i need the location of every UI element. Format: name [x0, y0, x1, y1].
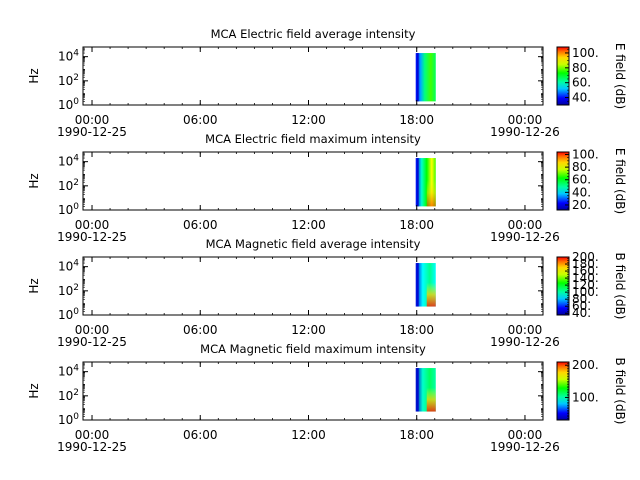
x-tick-label: 06:00: [183, 428, 218, 442]
plot-frame: [82, 46, 544, 106]
y-tick-label: 102: [58, 388, 79, 403]
y-tick-label: 104: [58, 259, 79, 274]
colorbar-tick-label: 60.: [572, 173, 591, 187]
y-axis-label: Hz: [27, 383, 41, 398]
x-tick-label: 00:00: [508, 323, 543, 337]
x-tick-label: 06:00: [183, 218, 218, 232]
x-tick-label: 18:00: [399, 428, 434, 442]
spectrogram-edge: [416, 158, 419, 207]
y-tick-label: 104: [58, 364, 79, 379]
colorbar-tick-label: 140.: [572, 271, 599, 285]
colorbar-frame: [556, 151, 570, 211]
x-tick-date: 1990-12-26: [490, 335, 560, 349]
x-tick-label: 00:00: [75, 323, 110, 337]
x-tick-label: 00:00: [508, 113, 543, 127]
colorbar-tick-label: 100.: [572, 148, 599, 162]
colorbar-tick-label: 100.: [572, 390, 599, 404]
x-tick-label: 12:00: [291, 428, 326, 442]
panel-title: MCA Magnetic field maximum intensity: [200, 342, 426, 356]
y-tick-label: 100: [58, 412, 79, 427]
x-tick-date: 1990-12-25: [57, 335, 127, 349]
plot-frame: [82, 361, 544, 421]
colorbar-label: E field (dB): [613, 43, 627, 109]
colorbar-tick-label: 100.: [572, 285, 599, 299]
panel-1: MCA Electric field average intensity 00:0…: [27, 27, 627, 139]
colorbar: [557, 47, 569, 105]
x-tick-label: 18:00: [399, 113, 434, 127]
x-tick-label: 06:00: [183, 113, 218, 127]
colorbar-tick-label: 80.: [572, 160, 591, 174]
x-tick-date: 1990-12-26: [490, 125, 560, 139]
colorbar-tick-label: 60.: [572, 299, 591, 313]
panel-3: MCA Magnetic field average intensity 00:0…: [27, 237, 627, 349]
spectrogram-hot-region: [426, 387, 436, 412]
spectrogram-hot-region: [426, 179, 436, 207]
colorbar: [557, 362, 569, 420]
colorbar-tick-label: 80.: [572, 292, 591, 306]
colorbar-tick-label: 200.: [572, 250, 599, 264]
x-tick-label: 00:00: [508, 218, 543, 232]
y-axis-label: Hz: [27, 173, 41, 188]
colorbar: [557, 152, 569, 210]
plot-frame: [82, 256, 544, 316]
y-axis-label: Hz: [27, 278, 41, 293]
colorbar-tick-label: 120.: [572, 278, 599, 292]
y-axis-label: Hz: [27, 68, 41, 83]
spectrogram-edge: [416, 368, 419, 412]
spectrogram-edge: [416, 263, 419, 307]
colorbar-frame: [556, 256, 570, 316]
colorbar-tick-label: 40.: [572, 91, 591, 105]
y-tick-label: 104: [58, 154, 79, 169]
colorbar-tick-label: 200.: [572, 358, 599, 372]
x-tick-label: 00:00: [508, 428, 543, 442]
y-tick-label: 104: [58, 49, 79, 64]
panel-title: MCA Electric field maximum intensity: [205, 132, 421, 146]
x-tick-label: 12:00: [291, 113, 326, 127]
panel-title: MCA Electric field average intensity: [211, 27, 416, 41]
x-tick-date: 1990-12-25: [57, 230, 127, 244]
x-tick-label: 12:00: [291, 218, 326, 232]
spectrogram-band: [415, 53, 436, 102]
colorbar-tick-label: 60.: [572, 76, 591, 90]
colorbar-tick-label: 40.: [572, 306, 591, 320]
colorbar-label: B field (dB): [613, 253, 627, 320]
panel-2: MCA Electric field maximum intensity 00:0…: [27, 132, 627, 244]
x-tick-date: 1990-12-26: [490, 230, 560, 244]
colorbar-label: E field (dB): [613, 148, 627, 214]
x-tick-label: 12:00: [291, 323, 326, 337]
x-tick-label: 18:00: [399, 323, 434, 337]
x-tick-label: 00:00: [75, 218, 110, 232]
x-tick-date: 1990-12-25: [57, 125, 127, 139]
colorbar-tick-label: 180.: [572, 257, 599, 271]
x-tick-label: 00:00: [75, 428, 110, 442]
colorbar-tick-label: 20.: [572, 198, 591, 212]
y-tick-label: 100: [58, 202, 79, 217]
x-tick-label: 18:00: [399, 218, 434, 232]
x-tick-date: 1990-12-26: [490, 440, 560, 454]
panel-title: MCA Magnetic field average intensity: [206, 237, 421, 251]
spectrogram-edge: [416, 53, 419, 102]
colorbar-tick-label: 100.: [572, 46, 599, 60]
y-tick-label: 100: [58, 97, 79, 112]
colorbar-frame: [556, 46, 570, 106]
y-tick-label: 102: [58, 178, 79, 193]
y-tick-label: 102: [58, 283, 79, 298]
plot-frame: [82, 151, 544, 211]
x-tick-label: 06:00: [183, 323, 218, 337]
y-tick-label: 100: [58, 307, 79, 322]
panel-4: MCA Magnetic field maximum intensity 00:0…: [27, 342, 627, 454]
x-tick-date: 1990-12-25: [57, 440, 127, 454]
x-tick-label: 00:00: [75, 113, 110, 127]
colorbar-tick-label: 80.: [572, 61, 591, 75]
colorbar-tick-label: 160.: [572, 264, 599, 278]
y-tick-label: 102: [58, 73, 79, 88]
colorbar-label: B field (dB): [613, 358, 627, 425]
spectrogram-hot-region: [426, 282, 436, 307]
colorbar-tick-label: 40.: [572, 185, 591, 199]
